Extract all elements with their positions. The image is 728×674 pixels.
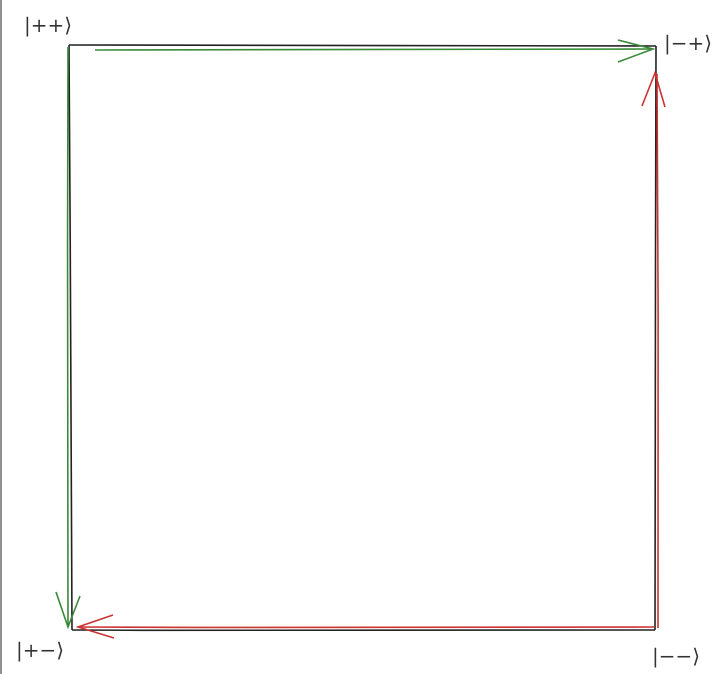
square-edge-bottom (71, 629, 656, 632)
arrow-mm-to-mp-shaft (656, 73, 660, 629)
arrow-pp-to-pm-head (55, 591, 81, 630)
red-arrows: to |-+> --> to |+-> --> (75, 70, 666, 639)
square-edge-top (68, 43, 657, 47)
ket-label-pm: |+−⟩ (16, 638, 64, 663)
square-outline (68, 43, 657, 632)
arrow-pp-to-mp-shaft (94, 48, 653, 51)
arrow-mm-to-pm-head (75, 614, 115, 639)
arrow-mm-to-pm-shaft (78, 626, 655, 629)
ket-label-mm: |−−⟩ (652, 644, 700, 669)
arrow-mm-to-mp-head (641, 70, 666, 108)
ket-label-pp: |++⟩ (24, 13, 72, 38)
square-edge-left (68, 44, 73, 631)
green-arrows (55, 39, 656, 630)
ket-label-mp: |−+⟩ (664, 31, 712, 56)
square-edge-right (654, 45, 657, 631)
arrow-pp-to-mp-head (617, 39, 656, 63)
